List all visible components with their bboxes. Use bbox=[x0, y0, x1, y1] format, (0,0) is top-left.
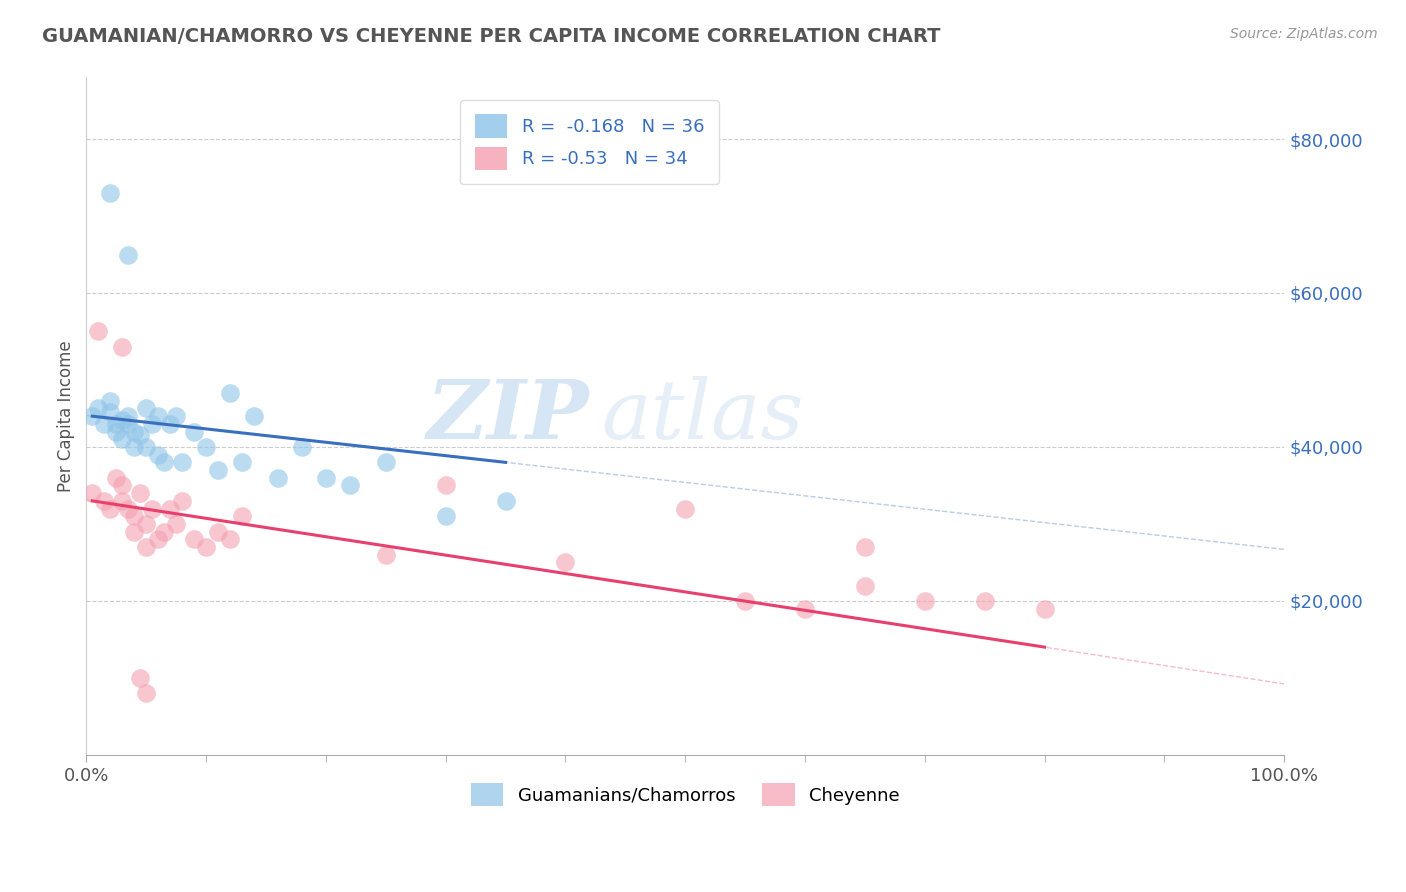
Point bbox=[734, 594, 756, 608]
Point bbox=[153, 455, 176, 469]
Point bbox=[129, 428, 152, 442]
Point bbox=[434, 478, 457, 492]
Point bbox=[973, 594, 995, 608]
Point bbox=[111, 493, 134, 508]
Point bbox=[135, 440, 157, 454]
Point bbox=[135, 401, 157, 416]
Point bbox=[129, 671, 152, 685]
Point bbox=[146, 533, 169, 547]
Point bbox=[93, 493, 115, 508]
Point bbox=[122, 425, 145, 439]
Point bbox=[195, 440, 218, 454]
Point bbox=[165, 409, 187, 424]
Point bbox=[135, 540, 157, 554]
Y-axis label: Per Capita Income: Per Capita Income bbox=[58, 341, 75, 492]
Point bbox=[195, 540, 218, 554]
Text: Source: ZipAtlas.com: Source: ZipAtlas.com bbox=[1230, 27, 1378, 41]
Point bbox=[117, 417, 139, 431]
Point bbox=[291, 440, 314, 454]
Point bbox=[219, 386, 242, 401]
Point bbox=[207, 463, 229, 477]
Text: ZIP: ZIP bbox=[427, 376, 589, 456]
Point bbox=[339, 478, 361, 492]
Text: GUAMANIAN/CHAMORRO VS CHEYENNE PER CAPITA INCOME CORRELATION CHART: GUAMANIAN/CHAMORRO VS CHEYENNE PER CAPIT… bbox=[42, 27, 941, 45]
Point bbox=[141, 417, 163, 431]
Point bbox=[111, 413, 134, 427]
Point bbox=[267, 471, 290, 485]
Point bbox=[135, 686, 157, 700]
Point bbox=[117, 501, 139, 516]
Point bbox=[243, 409, 266, 424]
Point bbox=[183, 425, 205, 439]
Point bbox=[315, 471, 337, 485]
Point bbox=[673, 501, 696, 516]
Point bbox=[82, 409, 104, 424]
Point bbox=[105, 471, 128, 485]
Point bbox=[146, 448, 169, 462]
Point bbox=[231, 509, 253, 524]
Point bbox=[117, 409, 139, 424]
Point bbox=[122, 524, 145, 539]
Point bbox=[853, 540, 876, 554]
Point bbox=[129, 486, 152, 500]
Point bbox=[146, 409, 169, 424]
Point bbox=[495, 493, 517, 508]
Point bbox=[122, 440, 145, 454]
Point bbox=[172, 455, 194, 469]
Point bbox=[159, 501, 181, 516]
Point bbox=[105, 425, 128, 439]
Point bbox=[141, 501, 163, 516]
Point bbox=[434, 509, 457, 524]
Point bbox=[165, 516, 187, 531]
Point bbox=[135, 516, 157, 531]
Point bbox=[554, 556, 576, 570]
Point bbox=[231, 455, 253, 469]
Point bbox=[93, 417, 115, 431]
Point bbox=[98, 501, 121, 516]
Point bbox=[1033, 601, 1056, 615]
Point bbox=[82, 486, 104, 500]
Point bbox=[111, 432, 134, 446]
Point bbox=[122, 509, 145, 524]
Point bbox=[98, 393, 121, 408]
Point bbox=[794, 601, 817, 615]
Point bbox=[374, 455, 396, 469]
Point bbox=[172, 493, 194, 508]
Point bbox=[105, 417, 128, 431]
Point bbox=[853, 578, 876, 592]
Point bbox=[98, 186, 121, 200]
Point bbox=[374, 548, 396, 562]
Point bbox=[87, 401, 110, 416]
Point bbox=[98, 405, 121, 419]
Point bbox=[219, 533, 242, 547]
Legend: Guamanians/Chamorros, Cheyenne: Guamanians/Chamorros, Cheyenne bbox=[464, 776, 907, 814]
Point bbox=[207, 524, 229, 539]
Point bbox=[87, 325, 110, 339]
Text: atlas: atlas bbox=[602, 376, 804, 456]
Point bbox=[117, 247, 139, 261]
Point bbox=[183, 533, 205, 547]
Point bbox=[111, 478, 134, 492]
Point bbox=[111, 340, 134, 354]
Point bbox=[159, 417, 181, 431]
Point bbox=[914, 594, 936, 608]
Point bbox=[153, 524, 176, 539]
